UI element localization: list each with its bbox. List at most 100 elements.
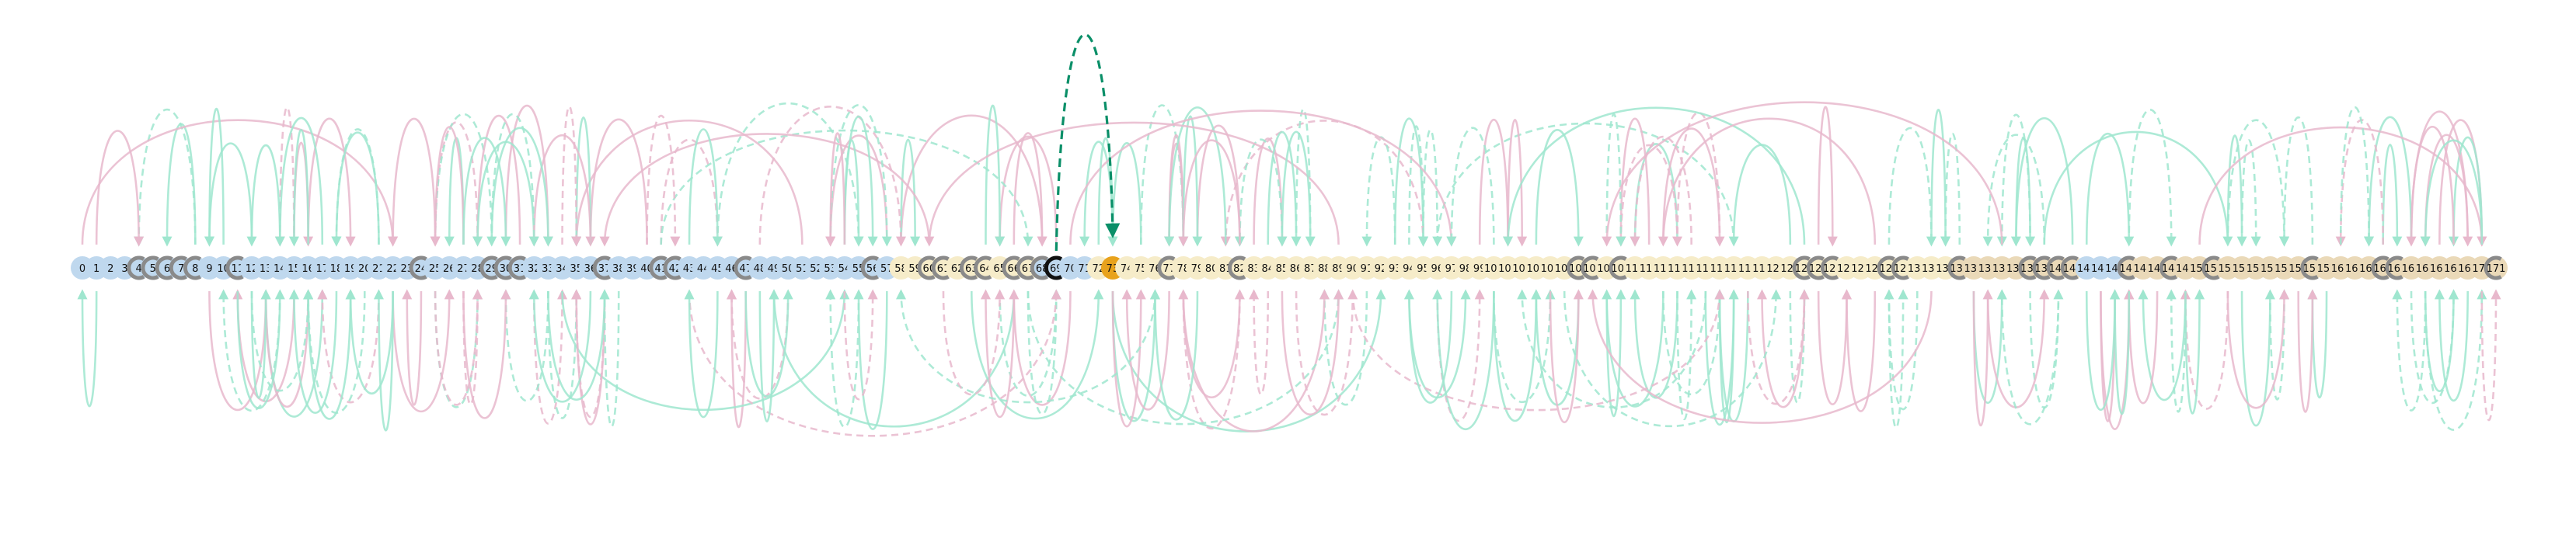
- dependency-arc-165: [684, 289, 719, 419]
- dependency-arc-213: [829, 104, 892, 247]
- dependency-arc-174: [2043, 130, 2233, 247]
- token-node-171: 171: [2484, 255, 2508, 280]
- dependency-arc-169: [1277, 130, 1312, 247]
- node-ring: [1044, 255, 1063, 280]
- dependency-arc-122: [571, 116, 592, 247]
- node-label: 7: [178, 263, 184, 275]
- dependency-arc-52: [1182, 289, 1330, 433]
- dependency-arc-189: [2184, 289, 2205, 415]
- dependency-arc-173: [2392, 289, 2427, 412]
- dependency-arc-206: [1295, 289, 1358, 416]
- dependency-arc-201: [2226, 119, 2290, 247]
- dependency-arc-96: [1747, 289, 1810, 405]
- dependency-arc-131: [2364, 116, 2413, 247]
- dependency-arc-64: [1756, 289, 1806, 408]
- dependency-arc-134: [204, 142, 253, 247]
- dependency-arc-59: [999, 289, 1061, 397]
- node-label: 6: [164, 263, 170, 275]
- dependency-arc-188: [843, 115, 878, 247]
- dependency-arc-123: [500, 289, 549, 402]
- node-ring: [860, 255, 879, 280]
- dependency-arc-13: [769, 289, 1016, 428]
- dependency-arc-69: [204, 108, 225, 247]
- dependency-arc-17: [1139, 104, 1189, 247]
- arc-layer-below: [77, 289, 2501, 437]
- dependency-arc-170: [843, 289, 878, 401]
- node-ring: [507, 255, 526, 280]
- node-ring: [493, 255, 512, 280]
- dependency-arc-175: [1657, 117, 1877, 247]
- node-ring: [663, 255, 681, 280]
- dependency-arc-166: [1111, 289, 1146, 428]
- dependency-arc-21: [504, 104, 553, 247]
- dependency-arc-182: [490, 113, 539, 247]
- dependency-arc-193: [1563, 289, 1782, 428]
- dependency-arc-204: [2339, 106, 2375, 247]
- dependency-arc-76: [853, 289, 888, 430]
- dependency-arc-160: [490, 127, 553, 247]
- node-ring: [1581, 255, 1599, 280]
- node-ring: [155, 255, 173, 280]
- dependency-arc-128: [2307, 289, 2328, 399]
- dependency-arc-10: [2424, 289, 2487, 431]
- dependency-arc-98: [1503, 106, 1806, 247]
- dependency-arc-137: [688, 289, 1061, 437]
- dependency-arc-199: [2406, 125, 2455, 247]
- dependency-arc-157: [288, 289, 338, 415]
- node-ring: [1567, 255, 1585, 280]
- dependency-arc-215: [1069, 109, 1457, 247]
- dependency-arc-103: [1996, 289, 2060, 426]
- node-ring: [225, 255, 244, 280]
- node-ring: [1002, 255, 1020, 280]
- dependency-arc-167: [1588, 289, 1933, 424]
- dependency-arc-22: [317, 289, 380, 404]
- dependency-arc-26: [532, 289, 568, 425]
- dependency-arc-207: [2420, 139, 2484, 247]
- dependency-arc-68: [81, 119, 399, 247]
- dependency-arc-60: [1662, 127, 1725, 247]
- node-ring: [2159, 255, 2177, 280]
- dependency-arc-139: [1662, 289, 1725, 395]
- node-label: 5: [150, 263, 156, 275]
- dependency-arc-75: [744, 289, 793, 398]
- dependency-arc-39: [1493, 289, 1556, 404]
- dependency-arc-203: [2010, 117, 2074, 247]
- dependency-arc-159: [1281, 289, 1344, 415]
- dependency-arc-158: [528, 134, 592, 247]
- dependency-arc-183: [388, 117, 437, 247]
- dependency-arc-202: [392, 289, 455, 412]
- node-ring: [2300, 255, 2319, 280]
- dependency-arc-114: [2449, 136, 2484, 247]
- dependency-arc-113: [472, 115, 521, 247]
- node-ring: [2484, 255, 2502, 280]
- dependency-arc-153: [924, 121, 1340, 247]
- dependency-arc-108: [250, 289, 271, 399]
- dependency-arc-62: [2410, 289, 2459, 404]
- dependency-arc-220: [2297, 289, 2318, 413]
- dependency-arc-46: [1418, 129, 1439, 247]
- dependency-arc-58: [1507, 119, 1528, 247]
- node-ring: [1947, 255, 1966, 280]
- dependency-arc-117: [430, 126, 465, 247]
- dependency-arc-35: [434, 113, 497, 247]
- dependency-arc-141: [274, 116, 324, 247]
- dependency-arc-186: [1408, 125, 1429, 247]
- node-ring: [931, 255, 950, 280]
- dependency-arc-71: [1182, 289, 1245, 430]
- dependency-arc-110: [1182, 115, 1203, 247]
- dependency-arc-196: [1676, 289, 1697, 421]
- dependency-arc-72: [660, 138, 723, 247]
- node-ring: [169, 255, 187, 280]
- node-ring: [1792, 255, 1811, 280]
- dependency-arc-121: [1616, 144, 1678, 247]
- dependency-arc-208: [1888, 289, 1908, 429]
- dependency-arc-217: [2480, 289, 2501, 422]
- dependency-arc-112: [825, 289, 860, 428]
- dependency-arc-105: [1295, 108, 1316, 247]
- dependency-arc-150: [1535, 129, 1584, 247]
- node-ring: [917, 255, 936, 280]
- dependency-arc-7: [1013, 132, 1047, 247]
- dependency-arc-129: [1888, 127, 1936, 247]
